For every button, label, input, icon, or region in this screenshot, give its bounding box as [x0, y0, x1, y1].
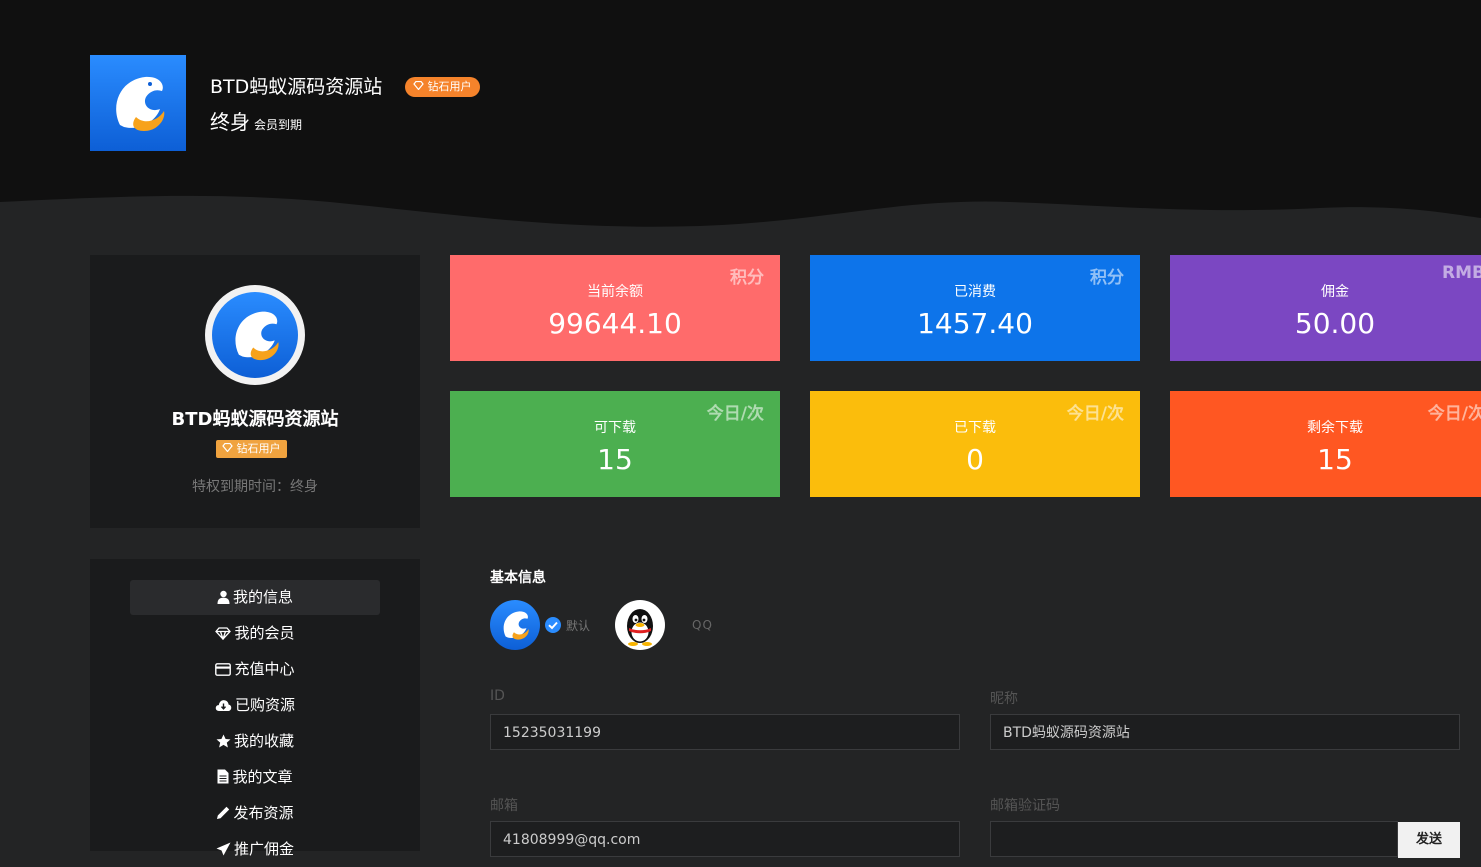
stat-card-downloadable: 今日/次 可下载 15: [450, 391, 780, 497]
credit-card-icon: [215, 663, 232, 676]
diamond-icon: [413, 80, 424, 91]
site-logo[interactable]: [90, 55, 186, 151]
stat-unit: 今日/次: [706, 404, 764, 424]
qq-penguin-icon: [627, 609, 653, 646]
default-label: 默认: [566, 619, 591, 633]
stat-value: 50.00: [1294, 307, 1376, 340]
user-icon: [217, 590, 230, 604]
stat-card-spent: 积分 已消费 1457.40: [810, 255, 1140, 361]
email-label: 邮箱: [490, 798, 518, 814]
menu-item-favorites[interactable]: 我的收藏: [130, 724, 380, 759]
stat-value: 15: [597, 443, 633, 476]
membership-value: 终身: [210, 110, 250, 134]
stat-value: 99644.10: [548, 307, 682, 340]
stat-label: 可下载: [594, 420, 636, 436]
send-code-button[interactable]: 发送: [1398, 822, 1460, 858]
dolphin-logo-icon: [235, 311, 279, 361]
menu-item-label: 我的文章: [232, 768, 293, 786]
stat-value: 15: [1317, 443, 1353, 476]
avatar-qq[interactable]: [615, 600, 665, 650]
dolphin-logo-icon: [116, 76, 165, 131]
badge-label: 钻石用户: [236, 442, 281, 455]
cloud-download-icon: [215, 700, 232, 711]
menu-item-label: 发布资源: [233, 804, 294, 822]
pencil-icon: [217, 806, 230, 819]
qq-label: QQ: [692, 618, 713, 632]
nickname-field[interactable]: BTD蚂蚁源码资源站: [990, 714, 1460, 750]
dolphin-logo-icon: [503, 611, 529, 640]
privilege-expiry: 特权到期时间：终身: [192, 479, 318, 495]
menu-item-label: 推广佣金: [233, 840, 294, 858]
menu-item-membership[interactable]: 我的会员: [130, 616, 380, 651]
profile-card: BTD蚂蚁源码资源站 钻石用户 特权到期时间：终身: [90, 255, 420, 528]
site-name: BTD蚂蚁源码资源站: [210, 76, 383, 98]
email-code-field[interactable]: [990, 821, 1398, 857]
stat-unit: 今日/次: [1066, 404, 1124, 424]
menu-item-articles[interactable]: 我的文章: [130, 760, 380, 795]
hero-banner: [0, 0, 1481, 242]
check-icon: [545, 617, 561, 633]
stat-unit: 积分: [730, 268, 764, 288]
stat-unit: 积分: [1090, 268, 1124, 288]
badge-label: 钻石用户: [427, 80, 472, 93]
stat-card-commission: RMB 佣金 50.00: [1170, 255, 1481, 361]
membership-status: 终身 会员到期: [210, 106, 302, 135]
stat-label: 佣金: [1321, 284, 1349, 300]
diamond-user-badge: 钻石用户: [216, 440, 287, 458]
stat-card-balance: 积分 当前余额 99644.10: [450, 255, 780, 361]
menu-item-publish[interactable]: 发布资源: [130, 796, 380, 831]
id-label: ID: [490, 688, 505, 704]
document-icon: [217, 769, 229, 784]
email-field[interactable]: 41808999@qq.com: [490, 821, 960, 857]
stat-unit: 今日/次: [1427, 404, 1481, 424]
diamond-icon: [215, 627, 232, 642]
menu-item-label: 我的会员: [234, 624, 295, 642]
wave-divider: [0, 195, 1481, 242]
stat-value: 1457.40: [917, 307, 1033, 340]
menu-item-affiliate[interactable]: 推广佣金: [130, 832, 380, 867]
stat-value: 0: [966, 443, 984, 476]
diamond-icon: [222, 442, 233, 453]
profile-name: BTD蚂蚁源码资源站: [171, 409, 339, 430]
stat-unit: RMB: [1442, 263, 1481, 283]
stat-label: 当前余额: [587, 284, 643, 300]
menu-item-label: 我的信息: [232, 588, 293, 606]
id-field[interactable]: 15235031199: [490, 714, 960, 750]
stat-label: 剩余下载: [1307, 420, 1363, 436]
menu-item-label: 充值中心: [234, 660, 295, 678]
send-icon: [216, 842, 231, 856]
menu-item-purchased[interactable]: 已购资源: [130, 688, 380, 723]
stat-card-downloaded: 今日/次 已下载 0: [810, 391, 1140, 497]
menu-item-recharge[interactable]: 充值中心: [130, 652, 380, 687]
nickname-label: 昵称: [990, 691, 1018, 707]
menu-item-label: 已购资源: [234, 696, 295, 714]
user-menu: 我的信息 我的会员 充值中心 已购资源 我的收藏 我的文章 发布资源 推广佣金: [90, 559, 420, 858]
menu-item-my-info[interactable]: 我的信息: [130, 580, 380, 615]
star-icon: [216, 734, 231, 748]
avatar-default[interactable]: [490, 600, 540, 650]
menu-item-label: 我的收藏: [233, 732, 294, 750]
email-code-label: 邮箱验证码: [990, 798, 1060, 814]
stat-label: 已消费: [954, 284, 996, 300]
section-title: 基本信息: [490, 570, 546, 586]
avatar[interactable]: [205, 285, 305, 385]
stat-label: 已下载: [954, 420, 996, 436]
diamond-user-badge: 钻石用户: [405, 77, 480, 97]
membership-note: 会员到期: [254, 118, 303, 132]
stat-card-remaining: 今日/次 剩余下载 15: [1170, 391, 1481, 497]
